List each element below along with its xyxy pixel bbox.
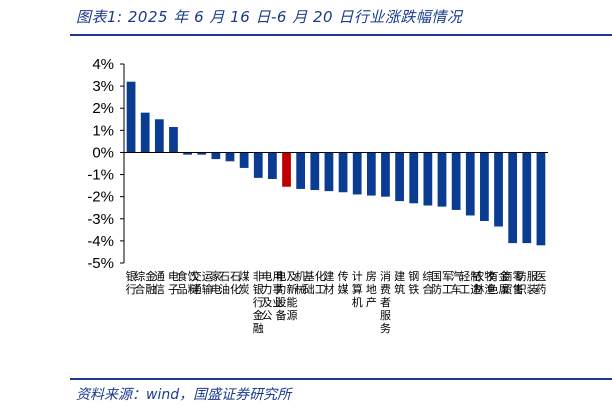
y-tick-label: 1% — [92, 122, 114, 139]
bar-27 — [494, 152, 503, 227]
bar-7 — [211, 152, 221, 160]
category-label: 房地产 — [366, 270, 377, 309]
category-label: 医药 — [535, 270, 546, 296]
y-tick-label: -5% — [87, 255, 114, 272]
bar-14 — [310, 152, 320, 191]
y-tick-label: 3% — [92, 78, 114, 95]
category-label: 传媒 — [338, 270, 349, 296]
bar-24 — [451, 152, 461, 210]
bar-5 — [183, 152, 192, 155]
footer-rule — [70, 378, 612, 380]
bar-23 — [437, 152, 447, 207]
y-tick-label: -1% — [87, 167, 114, 184]
bar-6 — [197, 152, 207, 155]
bar-28 — [508, 152, 518, 244]
category-label: 有色金属 — [488, 269, 510, 296]
bar-17 — [352, 152, 362, 195]
category-label: 电力及公用事业 — [261, 270, 283, 322]
category-label: 消费者服务 — [380, 269, 391, 335]
category-label: 建材 — [323, 269, 334, 296]
bar-22 — [423, 152, 433, 206]
bar-19 — [381, 152, 390, 197]
bar-29 — [522, 152, 532, 244]
y-tick-label: -3% — [87, 211, 114, 228]
bar-2 — [140, 112, 150, 153]
y-tick-label: -4% — [87, 233, 114, 250]
category-label: 电力设备及新能源 — [276, 270, 298, 322]
category-label: 综合金融 — [134, 269, 156, 296]
bar-30 — [536, 152, 546, 246]
category-label: 国防军工 — [431, 270, 453, 296]
category-label: 食品饮料 — [177, 269, 199, 296]
bar-20 — [395, 152, 404, 202]
bar-26 — [480, 152, 489, 221]
category-label: 汽车 — [451, 269, 462, 296]
bar-9 — [239, 152, 249, 168]
category-label: 计算机 — [352, 270, 363, 309]
category-label: 电子 — [168, 270, 179, 296]
bar-16 — [338, 152, 348, 193]
category-label: 商贸零售 — [502, 269, 524, 296]
category-label: 煤炭 — [239, 270, 250, 296]
bars — [126, 81, 546, 246]
bar-12 — [282, 152, 291, 187]
category-label: 家电 — [210, 269, 221, 296]
category-label: 石油石化 — [219, 270, 241, 296]
bar-21 — [409, 152, 419, 204]
category-label: 钢铁 — [408, 270, 419, 296]
category-label: 纺织服装 — [516, 269, 538, 296]
bar-4 — [169, 127, 178, 153]
y-tick-label: 4% — [92, 56, 114, 73]
bar-1 — [126, 81, 136, 153]
category-label: 农林牧渔 — [473, 269, 495, 296]
bar-8 — [225, 152, 235, 162]
category-label: 机械 — [295, 269, 306, 296]
y-tick-label: 0% — [92, 144, 114, 161]
category-label: 通信 — [154, 270, 165, 296]
bar-chart: 4% 3% 2% 1% 0% -1% -2% -3% -4% -5% 银行综合金融通信电子食品饮料… — [87, 56, 548, 335]
bar-25 — [465, 152, 475, 216]
bar-11 — [268, 152, 277, 179]
y-tick-label: -2% — [87, 189, 114, 206]
category-label: 基础化工 — [304, 269, 326, 296]
category-labels: 银行综合金融通信电子食品饮料交通运输家电石油石化煤炭非银行金融电力及公用事业电力… — [126, 269, 547, 335]
source-note: 资料来源：wind，国盛证券研究所 — [76, 387, 292, 403]
bar-10 — [253, 152, 263, 178]
bar-13 — [296, 152, 306, 189]
category-label: 银行 — [126, 269, 137, 296]
bar-18 — [366, 152, 376, 196]
bar-15 — [324, 152, 334, 192]
category-label: 交通运输 — [191, 269, 213, 296]
y-axis: 4% 3% 2% 1% 0% -1% -2% -3% -4% -5% — [87, 56, 125, 272]
category-label: 轻工制造 — [459, 269, 481, 296]
category-label: 非银行金融 — [253, 270, 264, 335]
y-tick-label: 2% — [92, 100, 114, 117]
category-label: 综合 — [422, 269, 433, 296]
chart-title: 图表1: 2025 年 6 月 16 日-6 月 20 日行业涨跌幅情况 — [76, 8, 463, 26]
title-rule — [70, 34, 612, 36]
category-label: 建筑 — [394, 269, 405, 296]
bar-3 — [154, 119, 164, 153]
